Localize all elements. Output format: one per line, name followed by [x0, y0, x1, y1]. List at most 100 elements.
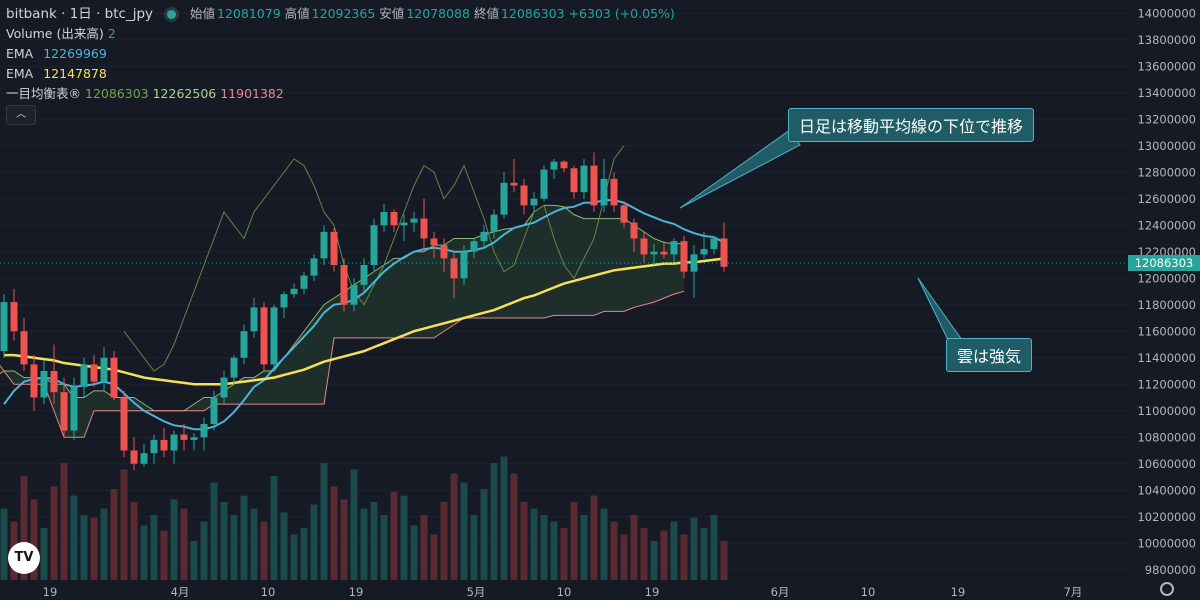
y-tick-label-7: 11200000	[1137, 377, 1196, 391]
candle	[290, 283, 298, 299]
candle	[100, 347, 108, 391]
close-value: 12086303	[500, 6, 565, 21]
candle	[20, 318, 28, 371]
volume-bar	[570, 502, 578, 580]
x-tick-label-7: 6月	[771, 585, 790, 599]
volume-bar	[160, 530, 168, 580]
cloud-segment	[14, 371, 24, 385]
volume-bar	[410, 525, 418, 580]
y-tick-label-11: 12000000	[1137, 271, 1196, 285]
cloud-segment	[474, 234, 484, 318]
cloud-segment	[254, 371, 264, 405]
volume-bar	[610, 521, 618, 580]
volume-bar	[590, 495, 598, 580]
legend-ema-slow-row[interactable]: EMA 12147878	[6, 64, 675, 84]
volume-bar	[230, 515, 238, 580]
volume-bar	[210, 482, 218, 580]
candle	[260, 302, 268, 371]
volume-bar	[620, 534, 628, 580]
legend-ichimoku-row[interactable]: 一目均衡表® 12086303 12262506 11901382	[6, 84, 675, 104]
legend-ema-fast-row[interactable]: EMA 12269969	[6, 44, 675, 64]
cloud-segment	[294, 331, 304, 405]
volume-bar	[310, 504, 318, 580]
volume-bar	[270, 476, 278, 580]
ema-slow-line	[4, 257, 725, 386]
candle	[150, 434, 158, 464]
volume-bar	[710, 515, 718, 580]
x-tick-label-2: 10	[261, 585, 276, 599]
cloud-segment	[524, 212, 534, 318]
settings-icon[interactable]	[1160, 582, 1174, 596]
y-tick-label-18: 13400000	[1137, 86, 1196, 100]
candle	[680, 235, 688, 279]
chevron-up-icon: ︿	[16, 109, 26, 120]
candle	[430, 231, 438, 259]
legend-collapse-button[interactable]: ︿	[6, 105, 36, 125]
volume-bar	[640, 528, 648, 580]
ichimoku-value-3: 11901382	[220, 86, 284, 101]
volume-bar	[380, 515, 388, 580]
volume-bar	[50, 486, 58, 580]
volume-bar	[720, 541, 728, 580]
y-tick-label-9: 11600000	[1137, 324, 1196, 338]
volume-bar	[250, 508, 258, 580]
x-tick-label-1: 4月	[171, 585, 190, 599]
candle	[670, 238, 678, 263]
cloud-segment	[594, 218, 604, 316]
candle	[700, 231, 708, 259]
candle	[600, 159, 608, 212]
volume-bar	[400, 495, 408, 580]
volume-bar	[650, 541, 658, 580]
candle	[620, 201, 628, 228]
candle	[660, 241, 668, 259]
cloud-segment	[394, 258, 404, 338]
symbol-title[interactable]: bitbank · 1日 · btc_jpy	[6, 6, 154, 22]
high-label: 高値	[284, 6, 310, 21]
candle	[380, 204, 388, 232]
candle	[720, 222, 728, 272]
high-value: 12092365	[311, 6, 376, 21]
y-tick-label-21: 14000000	[1137, 6, 1196, 20]
volume-bar	[460, 482, 468, 580]
cloud-segment	[624, 218, 634, 312]
volume-bar	[200, 521, 208, 580]
candle	[270, 304, 278, 371]
volume-bar	[290, 534, 298, 580]
annotation-top[interactable]: 日足は移動平均線の下位で推移	[788, 108, 1035, 142]
cloud-segment	[424, 245, 434, 338]
volume-bar	[370, 502, 378, 580]
volume-bar	[300, 528, 308, 580]
candle	[0, 294, 8, 358]
candle	[440, 238, 448, 272]
volume-bar	[320, 463, 328, 580]
low-value: 12078088	[406, 6, 470, 21]
cloud-segment	[404, 251, 414, 338]
volume-bar	[560, 528, 568, 580]
volume-bar	[180, 508, 188, 580]
volume-bar	[580, 515, 588, 580]
y-tick-label-14: 12600000	[1137, 192, 1196, 206]
ichimoku-value-2: 12262506	[152, 86, 217, 101]
volume-bar	[150, 515, 158, 580]
low-label: 安値	[379, 6, 405, 21]
callout-pointers	[679, 129, 963, 341]
legend-volume-row[interactable]: Volume (出来高) 2	[6, 24, 675, 44]
candle	[550, 159, 558, 179]
x-tick-label-6: 19	[645, 585, 660, 599]
price-axis: 9800000 10000000 10200000 10400000 10600000 1…	[1128, 0, 1200, 600]
candle	[170, 430, 178, 464]
y-tick-label-6: 11000000	[1137, 404, 1196, 418]
volume-bar	[660, 530, 668, 580]
candle	[160, 427, 168, 458]
tradingview-logo-icon[interactable]: TV	[8, 542, 40, 574]
cloud-segment	[414, 251, 424, 338]
annotation-bottom[interactable]: 雲は強気	[946, 338, 1033, 372]
y-tick-label-16: 13000000	[1137, 139, 1196, 153]
volume-bar	[110, 489, 118, 580]
ichimoku-cloud	[0, 204, 685, 438]
candle	[200, 417, 208, 451]
cloud-segment	[384, 258, 394, 338]
top-callout-pointer	[679, 129, 801, 209]
cloud-segment	[584, 218, 594, 316]
